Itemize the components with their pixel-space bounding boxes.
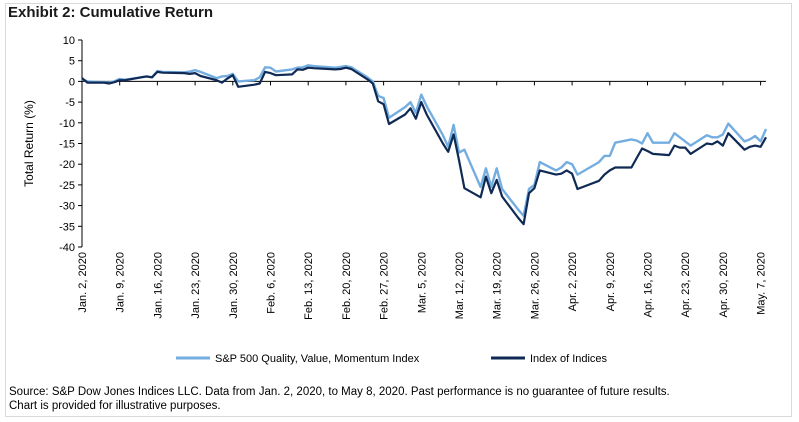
legend-label-qvm: S&P 500 Quality, Value, Momentum Index (215, 353, 420, 365)
x-tick-label: Feb. 13, 2020 (303, 252, 315, 320)
y-tick-label: 0 (69, 76, 75, 88)
legend-label-index-of-indices: Index of Indices (530, 353, 608, 365)
x-tick-label: Jan. 23, 2020 (190, 252, 202, 319)
y-axis-title: Total Return (%) (22, 100, 36, 187)
x-tick-label: Feb. 6, 2020 (266, 252, 278, 314)
exhibit-frame (5, 3, 792, 417)
x-tick-label: Feb. 27, 2020 (379, 252, 391, 320)
x-tick-label: May. 7, 2020 (756, 252, 768, 315)
x-tick-label: Apr. 2, 2020 (567, 252, 579, 311)
y-tick-label: 5 (69, 56, 75, 68)
x-tick-label: Mar. 26, 2020 (529, 252, 541, 319)
x-tick-label: Apr. 30, 2020 (718, 252, 730, 317)
y-tick-label: -40 (59, 242, 75, 254)
series-line-qvm (81, 64, 768, 218)
series-layer (81, 64, 768, 226)
x-tick-label: Mar. 19, 2020 (492, 252, 504, 319)
source-line-2: Chart is provided for illustrative purpo… (9, 400, 221, 412)
y-tick-label: 10 (63, 35, 75, 47)
x-tick-label: Feb. 20, 2020 (341, 252, 353, 320)
y-tick-label: -30 (59, 201, 75, 213)
x-tick-label: Apr. 9, 2020 (605, 252, 617, 311)
y-tick-label: -10 (59, 118, 75, 130)
x-tick-label: Jan. 30, 2020 (228, 252, 240, 319)
x-tick-label: Apr. 16, 2020 (643, 252, 655, 317)
x-tick-label: Mar. 12, 2020 (454, 252, 466, 319)
legend: S&P 500 Quality, Value, Momentum Index I… (176, 353, 608, 365)
x-tick-label: Mar. 5, 2020 (416, 252, 428, 313)
y-tick-label: -20 (59, 159, 75, 171)
chart-title: Exhibit 2: Cumulative Return (8, 4, 214, 21)
y-axis: 10 5 0 -5 -10 -15 -20 -25 -30 -35 -40 (59, 35, 83, 254)
x-tick-label: Jan. 2, 2020 (77, 252, 89, 313)
y-tick-label: -5 (65, 97, 75, 109)
x-tick-label: Jan. 9, 2020 (115, 252, 127, 313)
y-tick-label: -35 (59, 221, 75, 233)
y-tick-label: -25 (59, 180, 75, 192)
source-note: Source: S&P Dow Jones Indices LLC. Data … (9, 385, 789, 413)
y-tick-label: -15 (59, 139, 75, 151)
x-tick-label: Jan. 16, 2020 (152, 252, 164, 319)
source-line-1: Source: S&P Dow Jones Indices LLC. Data … (9, 386, 670, 398)
x-tick-label: Apr. 23, 2020 (680, 252, 692, 317)
series-line-index-of-indices (81, 66, 767, 226)
x-axis: Jan. 2, 2020 Jan. 9, 2020 Jan. 16, 2020 Jan… (77, 80, 768, 320)
